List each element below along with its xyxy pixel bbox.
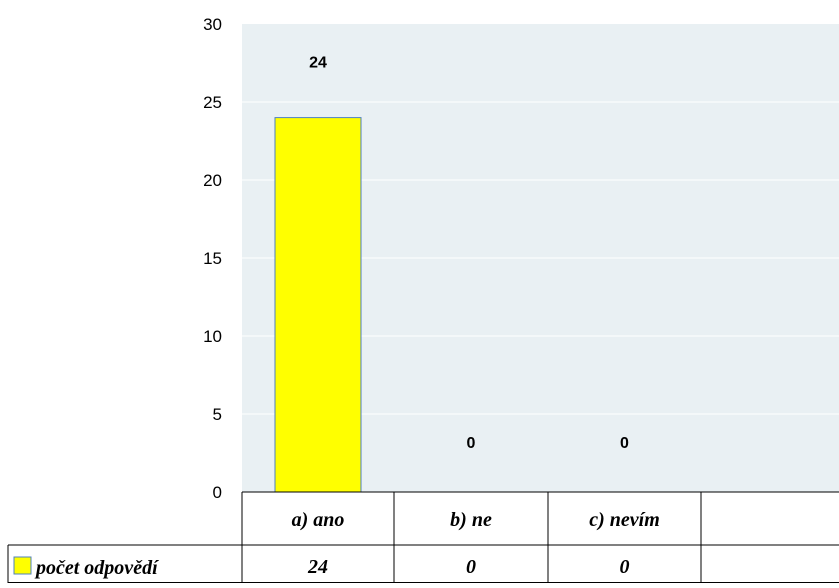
x-category-label: a) ano [292, 509, 345, 531]
legend-series-name: počet odpovědí [34, 557, 159, 579]
data-label: 0 [467, 435, 476, 452]
x-category-label: c) nevím [589, 509, 660, 531]
bar [274, 117, 362, 493]
legend-key [13, 556, 32, 575]
y-tick-label: 25 [203, 93, 222, 112]
y-tick-label: 10 [203, 327, 222, 346]
y-tick-label: 5 [213, 405, 222, 424]
data-label: 24 [309, 55, 327, 72]
y-tick-label: 0 [213, 483, 222, 502]
y-tick-label: 15 [203, 249, 222, 268]
table-value: 24 [307, 556, 328, 578]
data-label: 0 [620, 435, 629, 452]
y-tick-label: 20 [203, 171, 222, 190]
y-tick-label: 30 [203, 15, 222, 34]
table-value: 0 [620, 556, 630, 578]
table-value: 0 [466, 556, 476, 578]
x-category-label: b) ne [450, 509, 492, 531]
